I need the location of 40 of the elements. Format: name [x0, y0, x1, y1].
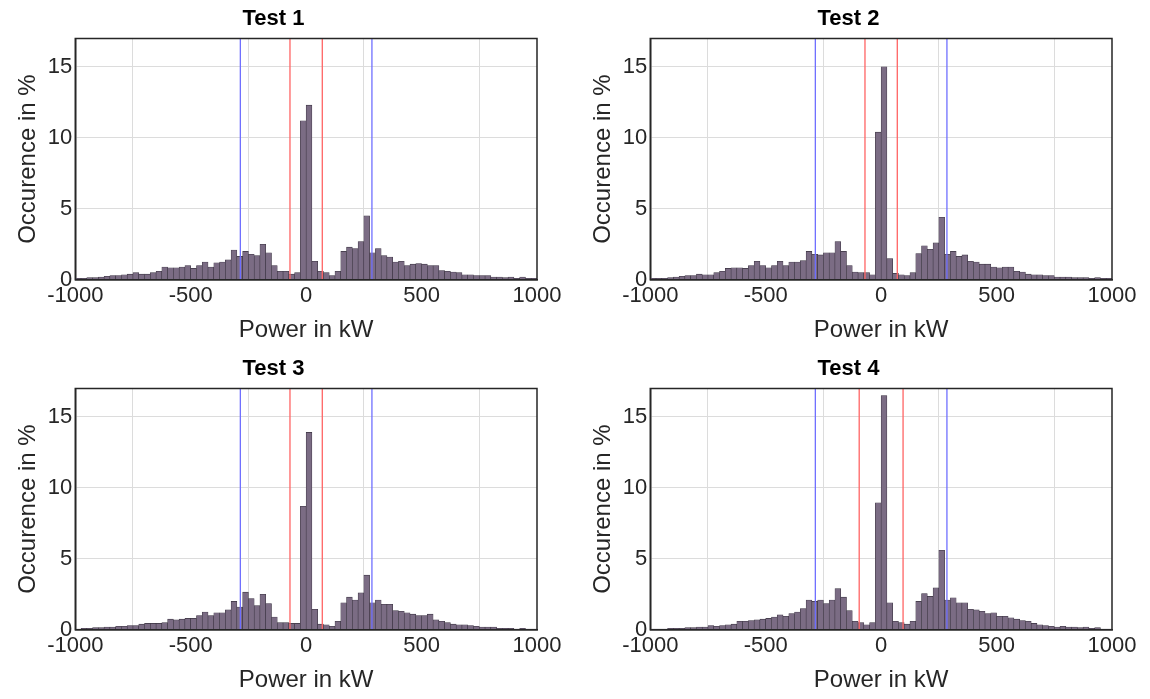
- y-tick-label: 15: [47, 52, 73, 78]
- chart-title: Test 3: [242, 355, 305, 381]
- x-tick-label: 500: [403, 282, 440, 308]
- y-tick-label: 5: [60, 194, 73, 220]
- x-axis-title: Power in kW: [813, 315, 949, 343]
- x-tick-label: 1000: [1087, 282, 1137, 308]
- y-tick-label: 15: [622, 402, 648, 428]
- y-tick-label: 15: [622, 52, 648, 78]
- chart-title: Test 1: [242, 5, 305, 31]
- x-tick-label: 0: [300, 282, 313, 308]
- x-tick-label: 0: [300, 632, 313, 658]
- x-tick-label: -500: [168, 282, 213, 308]
- x-tick-label: 500: [978, 632, 1015, 658]
- x-tick-label: 1000: [512, 632, 562, 658]
- y-tick-label: 15: [47, 402, 73, 428]
- x-tick-label: 0: [875, 632, 888, 658]
- x-tick-label: 1000: [512, 282, 562, 308]
- x-axis-title: Power in kW: [238, 315, 374, 343]
- y-axis-title: Occurence in %: [588, 74, 616, 244]
- y-tick-label: 5: [60, 544, 73, 570]
- chart-title: Test 2: [817, 5, 880, 31]
- x-tick-label: 0: [875, 282, 888, 308]
- x-tick-label: 500: [403, 632, 440, 658]
- y-tick-label: 5: [635, 544, 648, 570]
- x-axis-title: Power in kW: [238, 665, 374, 693]
- y-tick-label: 10: [622, 473, 648, 499]
- y-tick-label: 10: [622, 123, 648, 149]
- x-tick-label: -500: [743, 282, 788, 308]
- x-axis-title: Power in kW: [813, 665, 949, 693]
- y-axis-title: Occurence in %: [588, 424, 616, 594]
- x-tick-label: -500: [743, 632, 788, 658]
- x-tick-label: 1000: [1087, 632, 1137, 658]
- chart-title: Test 4: [817, 355, 881, 381]
- x-tick-label: 500: [978, 282, 1015, 308]
- y-tick-label: 5: [635, 194, 648, 220]
- x-tick-label: -500: [168, 632, 213, 658]
- y-axis-title: Occurence in %: [13, 74, 41, 244]
- y-axis-title: Occurence in %: [13, 424, 41, 594]
- y-tick-label: 10: [47, 123, 73, 149]
- y-tick-label: 10: [47, 473, 73, 499]
